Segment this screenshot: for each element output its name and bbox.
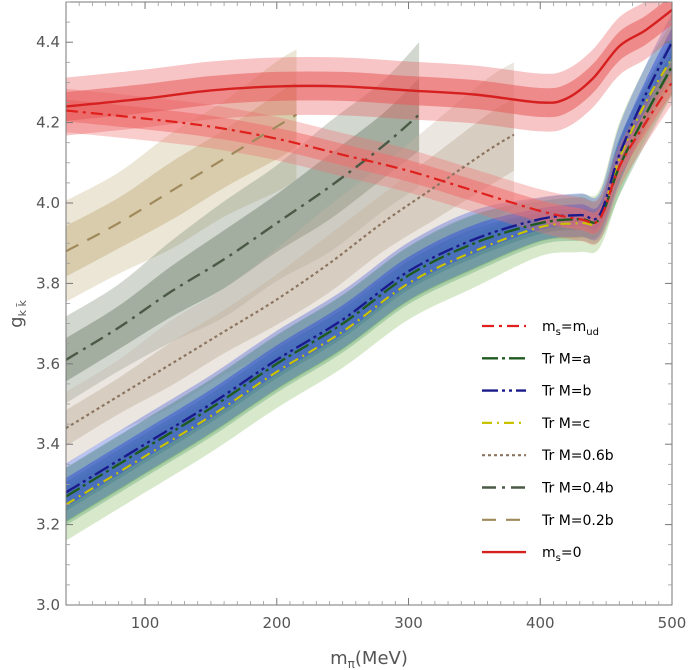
band-inner-m-s-m-ud	[66, 71, 672, 235]
legend-label-tr-m-0-4b: Tr M=0.4b	[541, 481, 614, 497]
series-line-m-s-0	[66, 9, 672, 108]
legend-label-tr-m-a: Tr M=a	[541, 351, 591, 367]
legend-item-tr-m-0-4b: Tr M=0.4b	[482, 481, 614, 497]
legend-item-tr-m-a: Tr M=a	[482, 351, 591, 367]
x-axis-label-unit: (MeV)	[355, 648, 408, 669]
y-axis-label: gk k̄	[6, 300, 29, 328]
legend-item-tr-m-b: Tr M=b	[482, 384, 592, 400]
legend-label-m-s-m-ud: ms=mud	[542, 319, 599, 338]
y-tick-label-4.0: 4.0	[36, 194, 60, 212]
x-tick-label-500: 500	[658, 614, 687, 632]
legend-item-tr-m-0-2b: Tr M=0.2b	[482, 513, 614, 529]
band-inner-tr-m-b	[66, 27, 672, 507]
band-inner-m-s-0	[66, 2, 672, 121]
series-line-tr-m-0-2b	[66, 113, 298, 253]
legend-label-tr-m-0-6b: Tr M=0.6b	[541, 448, 614, 464]
x-axis-label-sub: π	[348, 657, 355, 670]
y-axis-label-sub: k k̄	[16, 300, 29, 317]
band-outer-m-s-0	[66, 2, 672, 136]
y-tick-label-4.4: 4.4	[36, 33, 60, 51]
legend-label-m-s-0: ms=0	[542, 545, 582, 564]
legend-item-m-s-m-ud: ms=mud	[482, 319, 599, 338]
y-tick-label-4.2: 4.2	[36, 114, 60, 132]
y-tick-label-3.6: 3.6	[36, 355, 60, 373]
series-line-tr-m-0-6b	[66, 133, 515, 430]
legend-label-tr-m-c: Tr M=c	[541, 416, 590, 432]
x-tick-label-100: 100	[131, 614, 160, 632]
legend-item-m-s-0: ms=0	[482, 545, 582, 564]
legend-label-tr-m-0-2b: Tr M=0.2b	[541, 513, 614, 529]
y-tick-label-3.4: 3.4	[36, 435, 60, 453]
legend: ms=mud Tr M=a Tr M=b Tr M=c Tr M=0.6b Tr M=0.…	[482, 319, 614, 564]
legend-item-tr-m-c: Tr M=c	[482, 416, 590, 432]
series-line-tr-m-b	[66, 41, 672, 494]
legend-label-tr-m-b: Tr M=b	[541, 384, 592, 400]
legend-item-tr-m-0-6b: Tr M=0.6b	[482, 448, 614, 464]
y-tick-label-3.2: 3.2	[36, 516, 60, 534]
x-tick-label-200: 200	[262, 614, 291, 632]
series-line-tr-m-c	[66, 57, 672, 506]
band-inner-tr-m-0-6b	[66, 98, 514, 447]
y-tick-label-3.0: 3.0	[36, 596, 60, 614]
x-axis-label: mπ(MeV)	[330, 648, 408, 670]
x-tick-label-300: 300	[394, 614, 423, 632]
series-lines	[66, 9, 672, 506]
series-line-tr-m-0-4b	[66, 113, 420, 361]
y-tick-label-3.8: 3.8	[36, 274, 60, 292]
x-tick-label-400: 400	[526, 614, 555, 632]
axis-ticks: 100 200 300 400 500 3.0 3.2 3.4 3.6 3.8 4.0 4.2 4.4	[36, 1, 687, 632]
series-line-m-s-m-ud	[66, 81, 672, 225]
